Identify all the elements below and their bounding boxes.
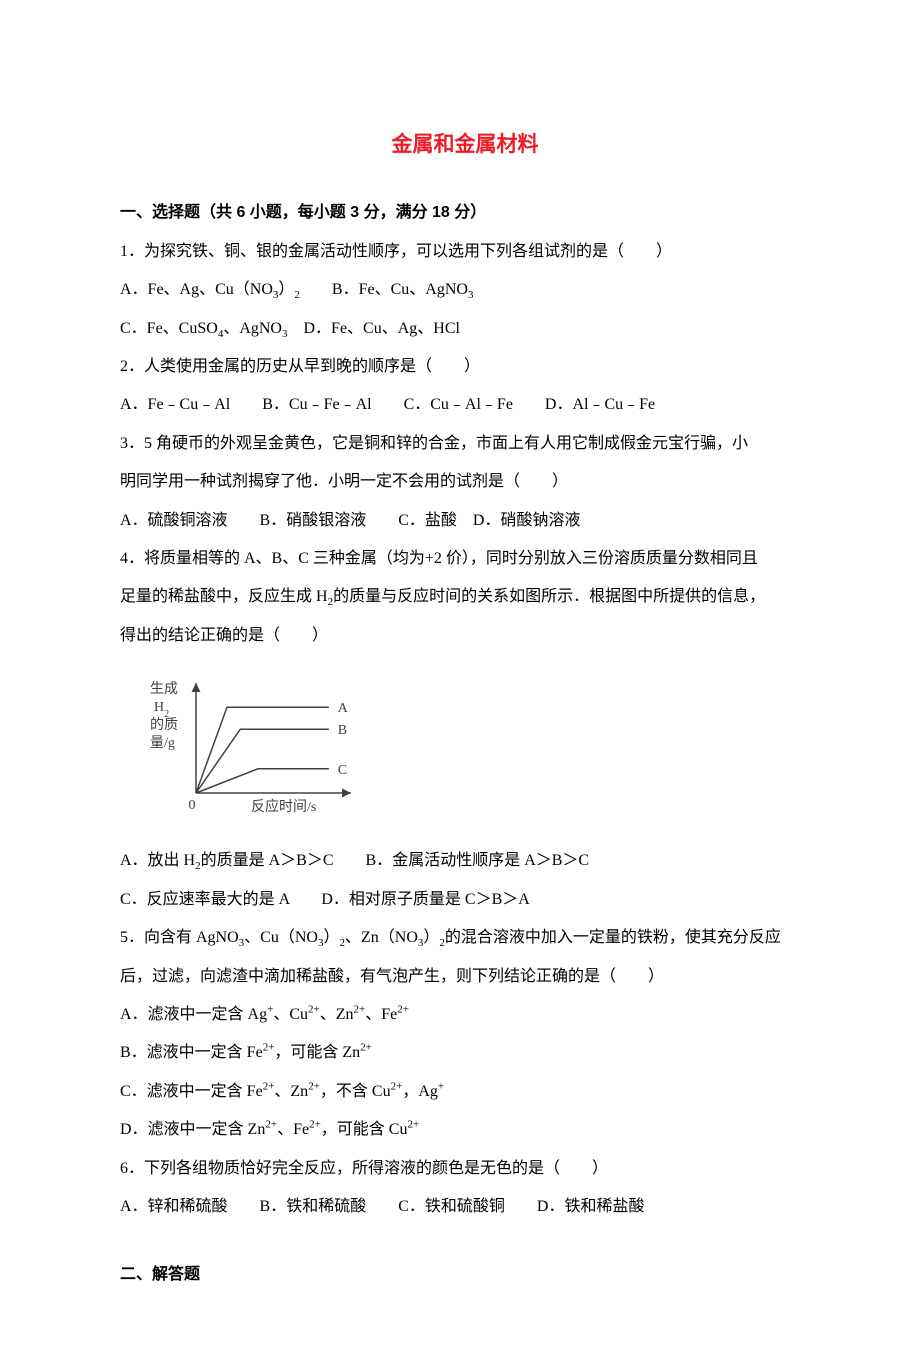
svg-text:量/g: 量/g (150, 735, 175, 751)
svg-text:C: C (338, 763, 347, 778)
q1-d: D．Fe、Cu、Ag、HCl (287, 320, 459, 337)
q5-c: C．滤液中一定含 Fe2+、Zn2+，不含 Cu2+，Ag+ (120, 1073, 810, 1111)
q4-stem-2: 足量的稀盐酸中，反应生成 H2的质量与反应时间的关系如图所示．根据图中所提供的信… (120, 578, 810, 616)
q5-a-m2: 、Zn (320, 1006, 354, 1023)
q5-a-s2: 2+ (308, 1004, 320, 1016)
q5-d-s: 2+ (265, 1119, 277, 1131)
q5-d-m1: 、Fe (277, 1121, 309, 1138)
q3-stem-1: 3．5 角硬币的外观呈金黄色，它是铜和锌的合金，市面上有人用它制成假金元宝行骗，… (120, 425, 810, 463)
q5-stem-2: 后，过滤，向滤渣中滴加稀盐酸，有气泡产生，则下列结论正确的是（ ） (120, 958, 810, 996)
q1-c-pre: C．Fe、CuSO (120, 320, 218, 337)
q5-a: A．滤液中一定含 Ag+、Cu2+、Zn2+、Fe2+ (120, 996, 810, 1034)
q5-post: 的混合溶液中加入一定量的铁粉，使其充分反应 (445, 929, 781, 946)
q5-c-m3: ，Ag (402, 1083, 438, 1100)
q1-opts-row2: C．Fe、CuSO4、AgNO3 D．Fe、Cu、Ag、HCl (120, 310, 810, 348)
q5-d-s2: 2+ (309, 1119, 321, 1131)
q5-c-s: 2+ (263, 1080, 275, 1092)
q5-c-s4: + (438, 1080, 444, 1092)
q5-c-s2: 2+ (308, 1080, 320, 1092)
q4-stem-3: 得出的结论正确的是（ ） (120, 617, 810, 655)
q5-a-m1: 、Cu (273, 1006, 308, 1023)
section-2-heading: 二、解答题 (120, 1256, 810, 1294)
svg-text:0: 0 (189, 798, 196, 813)
q2-opts: A．Fe﹣Cu﹣Al B．Cu﹣Fe﹣Al C．Cu﹣Al﹣Fe D．Al﹣Cu… (120, 386, 810, 424)
q5-a-m3: 、Fe (365, 1006, 397, 1023)
q4-s2-post: 的质量与反应时间的关系如图所示．根据图中所提供的信息， (333, 588, 765, 605)
q5-m2: ） (323, 929, 339, 946)
q5-b-s: 2+ (263, 1042, 275, 1054)
q5-b: B．滤液中一定含 Fe2+，可能含 Zn2+ (120, 1034, 810, 1072)
q5-d-pre: D．滤液中一定含 Zn (120, 1121, 265, 1138)
graph-svg: AB C 生成 H2的质量/g 0 反应时间/s (148, 663, 378, 823)
q5-c-pre: C．滤液中一定含 Fe (120, 1083, 263, 1100)
q5-b-pre: B．滤液中一定含 Fe (120, 1044, 263, 1061)
q5-a-pre: A．滤液中一定含 Ag (120, 1006, 267, 1023)
q2-stem: 2．人类使用金属的历史从早到晚的顺序是（ ） (120, 348, 810, 386)
q5-stem-1: 5．向含有 AgNO3、Cu（NO3）2、Zn（NO3）2的混合溶液中加入一定量… (120, 919, 810, 957)
svg-text:反应时间/s: 反应时间/s (251, 798, 316, 815)
q6-stem: 6．下列各组物质恰好完全反应，所得溶液的颜色是无色的是（ ） (120, 1150, 810, 1188)
q5-m1: 、Cu（NO (244, 929, 318, 946)
svg-text:生成: 生成 (150, 681, 178, 697)
q5-c-s3: 2+ (391, 1080, 403, 1092)
q4-opt-cd: C．反应速率最大的是 A D．相对原子质量是 C＞B＞A (120, 881, 810, 919)
q5-a-s3: 2+ (354, 1004, 366, 1016)
q5-c-m1: 、Zn (274, 1083, 308, 1100)
q5-a-s4: 2+ (397, 1004, 409, 1016)
q1-c-mid: 、AgNO (223, 320, 282, 337)
q4-stem-1: 4．将质量相等的 A、B、C 三种金属（均为+2 价），同时分别放入三份溶质质量… (120, 540, 810, 578)
q5-d: D．滤液中一定含 Zn2+、Fe2+，可能含 Cu2+ (120, 1111, 810, 1149)
q4-graph: AB C 生成 H2的质量/g 0 反应时间/s (148, 663, 810, 838)
q5-c-m2: ，不含 Cu (320, 1083, 391, 1100)
q4-a-post: 的质量是 A＞B＞C B．金属活动性顺序是 A＞B＞C (201, 852, 589, 869)
q1-stem: 1．为探究铁、铜、银的金属活动性顺序，可以选用下列各组试剂的是（ ） (120, 233, 810, 271)
q5-d-m2: ，可能含 Cu (321, 1121, 408, 1138)
q6-opts: A．锌和稀硫酸 B．铁和稀硫酸 C．铁和硫酸铜 D．铁和稀盐酸 (120, 1188, 810, 1226)
document-page: 金属和金属材料 一、选择题（共 6 小题，每小题 3 分，满分 18 分） 1．… (0, 0, 920, 1355)
q5-m3: 、Zn（NO (345, 929, 418, 946)
q5-pre: 5．向含有 AgNO (120, 929, 239, 946)
q1-b-sub: 3 (468, 289, 474, 301)
q1-a-pre: A．Fe、Ag、Cu（NO (120, 281, 273, 298)
q1-opts-row1: A．Fe、Ag、Cu（NO3）2 B．Fe、Cu、AgNO3 (120, 271, 810, 309)
doc-title: 金属和金属材料 (120, 120, 810, 170)
svg-text:A: A (338, 701, 349, 716)
q3-opts: A．硫酸铜溶液 B．硝酸银溶液 C．盐酸 D．硝酸钠溶液 (120, 502, 810, 540)
section-gap (120, 1226, 810, 1256)
section-1-heading: 一、选择题（共 6 小题，每小题 3 分，满分 18 分） (120, 194, 810, 232)
q1-a-mid: ） (278, 281, 294, 298)
q5-d-s3: 2+ (407, 1119, 419, 1131)
svg-text:的质: 的质 (150, 717, 178, 733)
q4-s2-pre: 足量的稀盐酸中，反应生成 H (120, 588, 328, 605)
q4-a-pre: A．放出 H (120, 852, 195, 869)
q3-stem-2: 明同学用一种试剂揭穿了他．小明一定不会用的试剂是（ ） (120, 463, 810, 501)
svg-text:H2: H2 (154, 700, 169, 720)
q1-b-pre: B．Fe、Cu、AgNO (300, 281, 468, 298)
svg-text:B: B (338, 723, 347, 738)
q5-b-s2: 2+ (360, 1042, 372, 1054)
q4-opt-ab: A．放出 H2的质量是 A＞B＞C B．金属活动性顺序是 A＞B＞C (120, 842, 810, 880)
q5-b-m: ，可能含 Zn (274, 1044, 360, 1061)
q5-m4: ） (423, 929, 439, 946)
